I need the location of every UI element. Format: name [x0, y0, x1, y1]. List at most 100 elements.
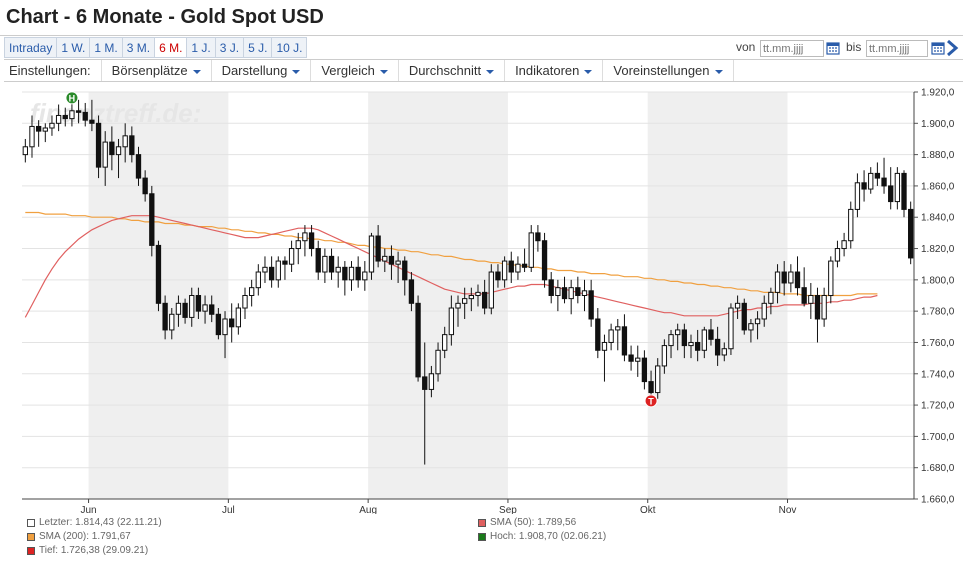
candle-body	[42, 127, 48, 132]
low-marker-label: T	[648, 396, 654, 406]
candle-body	[794, 271, 801, 289]
shaded-month-band	[647, 92, 788, 499]
x-tick-label: Nov	[779, 505, 797, 514]
range-button[interactable]: 1 M.	[90, 37, 123, 58]
candle-body	[129, 135, 135, 156]
candle-body	[69, 110, 75, 120]
legend-swatch	[478, 532, 486, 541]
legend-text: SMA (200): 1.791,67	[39, 531, 131, 542]
to-date-input[interactable]	[866, 40, 928, 57]
page-title: Chart - 6 Monate - Gold Spot USD	[6, 6, 324, 28]
chevron-right-icon[interactable]	[945, 39, 959, 57]
y-tick-label: 1.840,0	[921, 213, 955, 224]
candle-body	[82, 111, 88, 121]
candle-body	[615, 326, 621, 331]
candle-body	[714, 338, 721, 356]
high-marker	[65, 91, 79, 105]
candle-body	[548, 279, 554, 297]
candle-body	[408, 279, 415, 304]
candle-body	[295, 240, 301, 250]
y-tick-label: 1.860,0	[921, 181, 955, 192]
menu-vergleich[interactable]: Vergleich	[311, 60, 399, 81]
range-button[interactable]: 6 M.	[155, 37, 188, 58]
legend-text: Hoch: 1.908,70 (02.06.21)	[490, 531, 607, 542]
range-button[interactable]: 1 W.	[57, 37, 91, 58]
candle-body	[808, 295, 814, 304]
candle-body	[275, 260, 281, 281]
candle-body	[155, 244, 162, 304]
calendar-icon[interactable]	[931, 41, 945, 55]
candle-body	[335, 266, 341, 273]
y-tick-label: 1.880,0	[921, 150, 955, 161]
candle-body	[781, 271, 787, 284]
candle-body	[348, 266, 355, 281]
candle-body	[308, 232, 315, 250]
candle-body	[149, 193, 155, 246]
range-button[interactable]: 10 J.	[272, 37, 308, 58]
caret-down-icon	[714, 69, 723, 74]
candle-body	[568, 287, 574, 300]
menu-label: Darstellung	[221, 63, 288, 78]
candle-body	[608, 329, 614, 343]
legend-high: Hoch: 1.908,70 (02.06.21)	[478, 531, 606, 542]
menu-durchschnitt[interactable]: Durchschnitt	[399, 60, 506, 81]
menu-label: Vergleich	[321, 63, 375, 78]
candle-body	[428, 373, 435, 390]
candle-body	[854, 182, 861, 210]
candle-body	[122, 135, 128, 148]
range-selector: Intraday 1 W. 1 M. 3 M. 6 M. 1 J. 3 J. 5 J. 10 J…	[4, 37, 308, 59]
range-button[interactable]: 3 J.	[215, 37, 245, 58]
candle-body	[754, 318, 761, 325]
range-button[interactable]: 3 M.	[122, 37, 156, 58]
candle-body	[788, 271, 794, 284]
menu-label: Durchschnitt	[408, 63, 482, 78]
candle-body	[229, 318, 235, 328]
legend-low: Tief: 1.726,38 (29.09.21)	[27, 545, 148, 556]
candle-body	[202, 304, 208, 312]
from-date-input[interactable]	[760, 40, 824, 57]
candle-body	[521, 263, 528, 268]
candle-body	[455, 302, 461, 309]
legend-text: SMA (50): 1.789,56	[490, 517, 577, 528]
candle-body	[848, 208, 854, 242]
candle-body	[322, 255, 328, 273]
caret-down-icon	[379, 69, 388, 74]
range-button[interactable]: 5 J.	[244, 37, 273, 58]
candle-body	[255, 271, 261, 289]
candle-body	[142, 177, 148, 195]
legend-text: Tief: 1.726,38 (29.09.21)	[39, 545, 149, 556]
watermark: finanztreff.de:	[30, 98, 201, 128]
candle-body	[402, 260, 408, 281]
settings-label: Einstellungen:	[4, 60, 102, 81]
candle-body	[22, 146, 28, 156]
caret-down-icon	[292, 69, 301, 74]
menu-voreinstellungen[interactable]: Voreinstellungen	[603, 60, 734, 81]
candle-body	[528, 232, 534, 268]
y-tick-label: 1.700,0	[921, 432, 955, 443]
range-button[interactable]: 1 J.	[187, 37, 216, 58]
candle-body	[115, 146, 122, 156]
menu-boersenplaetze[interactable]: Börsenplätze	[102, 60, 212, 81]
candle-body	[888, 185, 894, 203]
menu-label: Indikatoren	[515, 63, 580, 78]
calendar-icon[interactable]	[826, 41, 840, 55]
menu-darstellung[interactable]: Darstellung	[212, 60, 312, 81]
candle-body	[874, 172, 881, 179]
candle-body	[222, 318, 228, 336]
candle-body	[355, 266, 361, 281]
candle-body	[761, 302, 767, 320]
range-button[interactable]: Intraday	[4, 37, 58, 58]
candle-body	[748, 323, 754, 331]
caret-down-icon	[192, 69, 201, 74]
candle-body	[481, 291, 488, 309]
candle-body	[488, 271, 494, 309]
to-label: bis	[846, 40, 862, 54]
candle-body	[268, 266, 275, 281]
candle-body	[422, 376, 428, 390]
candle-body	[661, 345, 668, 367]
candle-body	[288, 248, 295, 265]
y-tick-label: 1.900,0	[921, 119, 955, 130]
menu-label: Voreinstellungen	[613, 63, 710, 78]
legend-sma50: SMA (50): 1.789,56	[478, 517, 576, 528]
menu-indikatoren[interactable]: Indikatoren	[505, 60, 604, 81]
